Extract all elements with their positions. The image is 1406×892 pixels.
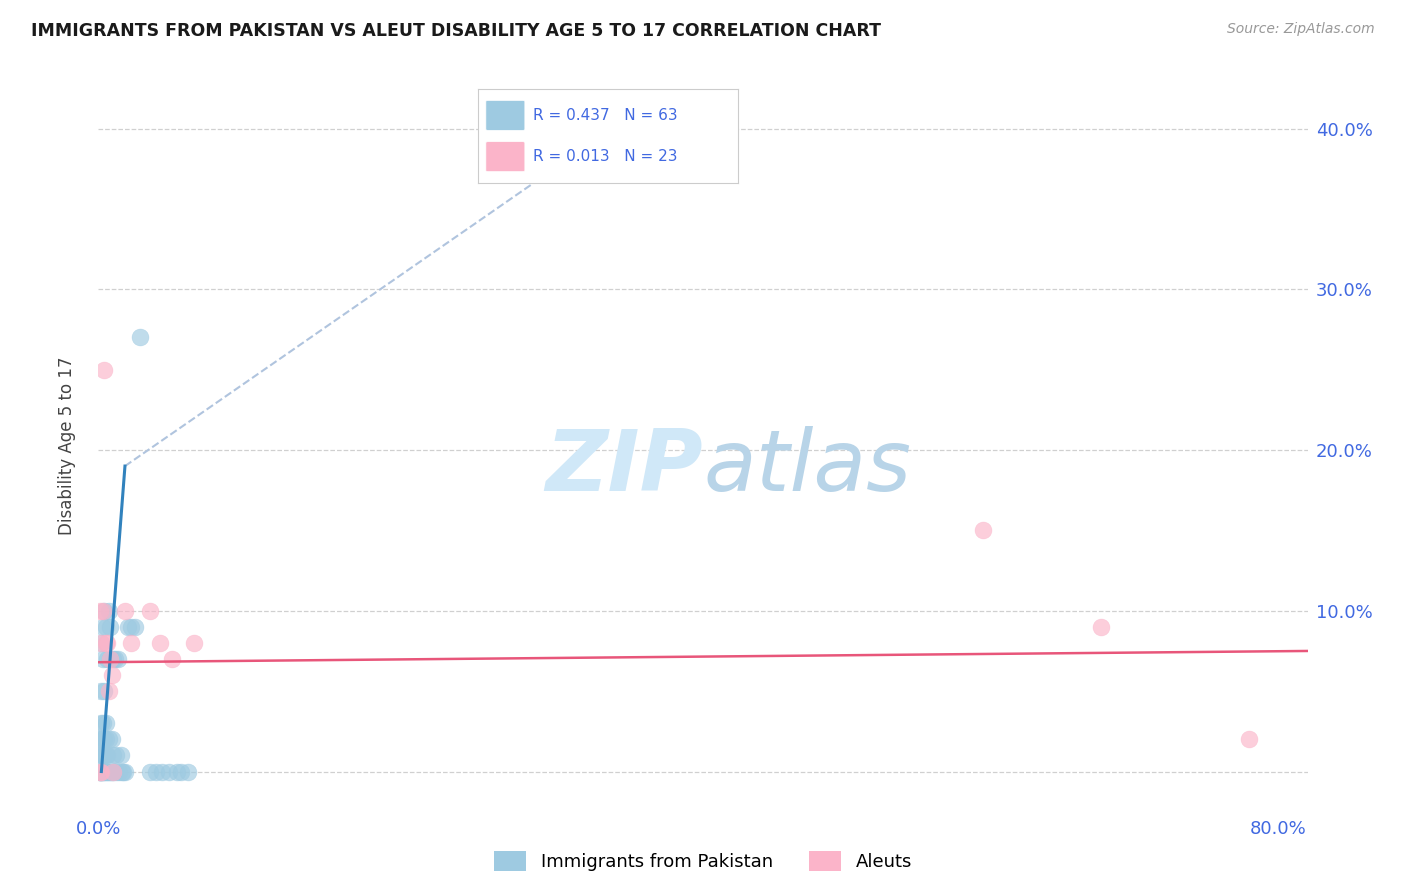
Point — [110, 748, 132, 763]
Point — [90, 636, 112, 650]
Point — [97, 732, 120, 747]
Point — [111, 764, 134, 779]
Text: Source: ZipAtlas.com: Source: ZipAtlas.com — [1227, 22, 1375, 37]
Point — [1090, 620, 1112, 634]
Point — [114, 604, 136, 618]
FancyBboxPatch shape — [486, 101, 524, 130]
Point — [101, 764, 124, 779]
Point — [98, 620, 121, 634]
Point — [177, 764, 200, 779]
Point — [90, 732, 112, 747]
Point — [145, 764, 167, 779]
Point — [157, 764, 180, 779]
Point — [93, 748, 115, 763]
Point — [96, 636, 118, 650]
Point — [112, 764, 135, 779]
Point — [149, 636, 172, 650]
Point — [160, 652, 183, 666]
Text: ZIP: ZIP — [546, 426, 703, 509]
Point — [90, 716, 112, 731]
Point — [107, 652, 129, 666]
Point — [114, 764, 136, 779]
Point — [128, 330, 150, 344]
Point — [93, 732, 115, 747]
Point — [101, 652, 124, 666]
Y-axis label: Disability Age 5 to 17: Disability Age 5 to 17 — [58, 357, 76, 535]
Point — [93, 764, 115, 779]
FancyBboxPatch shape — [486, 142, 524, 171]
Text: IMMIGRANTS FROM PAKISTAN VS ALEUT DISABILITY AGE 5 TO 17 CORRELATION CHART: IMMIGRANTS FROM PAKISTAN VS ALEUT DISABI… — [31, 22, 882, 40]
Point — [89, 764, 111, 779]
Point — [100, 668, 122, 682]
Point — [91, 652, 114, 666]
Point — [101, 764, 124, 779]
Point — [117, 620, 139, 634]
Point — [150, 764, 173, 779]
Text: R = 0.013   N = 23: R = 0.013 N = 23 — [533, 149, 678, 164]
Text: R = 0.437   N = 63: R = 0.437 N = 63 — [533, 108, 678, 123]
Point — [166, 764, 188, 779]
Point — [89, 732, 111, 747]
Point — [94, 764, 117, 779]
Point — [96, 652, 118, 666]
Point — [93, 684, 115, 698]
Point — [89, 764, 111, 779]
Point — [1237, 732, 1260, 747]
Point — [91, 764, 114, 779]
Point — [97, 604, 120, 618]
Point — [98, 652, 121, 666]
Point — [89, 604, 111, 618]
Point — [97, 684, 120, 698]
Point — [90, 684, 112, 698]
Point — [90, 764, 112, 779]
Point — [90, 764, 112, 779]
Point — [90, 764, 112, 779]
Point — [108, 764, 131, 779]
Point — [91, 732, 114, 747]
Point — [170, 764, 193, 779]
Point — [120, 620, 142, 634]
Point — [98, 764, 121, 779]
Point — [91, 764, 114, 779]
Point — [100, 764, 122, 779]
Point — [124, 620, 146, 634]
Point — [94, 636, 117, 650]
Point — [100, 732, 122, 747]
Point — [94, 732, 117, 747]
Point — [972, 524, 994, 538]
Point — [98, 652, 121, 666]
Point — [89, 764, 111, 779]
Point — [91, 604, 114, 618]
Point — [139, 604, 162, 618]
Point — [94, 716, 117, 731]
Point — [97, 764, 120, 779]
Point — [91, 716, 114, 731]
Point — [96, 748, 118, 763]
Point — [94, 748, 117, 763]
Text: atlas: atlas — [703, 426, 911, 509]
Point — [101, 748, 124, 763]
Point — [183, 636, 205, 650]
Point — [94, 620, 117, 634]
Point — [93, 604, 115, 618]
Point — [96, 764, 118, 779]
Point — [89, 764, 111, 779]
Point — [93, 362, 115, 376]
Point — [105, 748, 128, 763]
Point — [89, 748, 111, 763]
Point — [90, 748, 112, 763]
Point — [105, 764, 128, 779]
Point — [139, 764, 162, 779]
Point — [91, 620, 114, 634]
Point — [91, 748, 114, 763]
Point — [104, 652, 127, 666]
Point — [120, 636, 142, 650]
Legend: Immigrants from Pakistan, Aleuts: Immigrants from Pakistan, Aleuts — [486, 844, 920, 879]
Point — [90, 636, 112, 650]
